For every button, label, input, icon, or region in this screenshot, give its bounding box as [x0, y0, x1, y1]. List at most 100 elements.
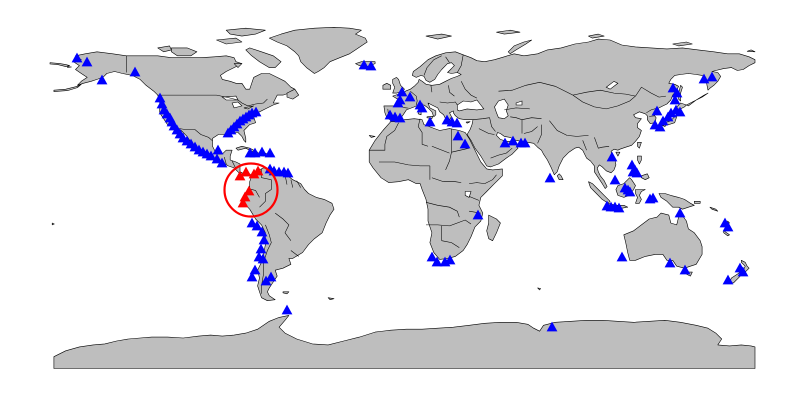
country-border-line — [510, 116, 523, 134]
country-border-line — [445, 56, 450, 63]
country-border-line — [498, 82, 574, 96]
highlighted-triangle-marker — [237, 197, 249, 208]
land-eurasia — [383, 38, 756, 189]
country-border-line — [460, 81, 478, 99]
station-triangle-marker — [281, 304, 293, 315]
land-wrangel — [746, 49, 756, 53]
country-border-line — [296, 180, 301, 188]
station-triangle-marker — [674, 207, 686, 218]
land-solomons — [709, 206, 719, 212]
land-victoria-island — [171, 47, 198, 57]
station-triangle-marker — [392, 97, 404, 108]
land-chukotka-east-sliver — [49, 62, 70, 67]
station-triangle-marker — [647, 192, 659, 203]
station-triangle-marker — [365, 60, 377, 71]
station-triangle-marker — [665, 107, 677, 118]
station-triangle-marker — [394, 112, 406, 123]
station-triangle-marker — [404, 91, 416, 102]
station-triangle-marker — [451, 117, 463, 128]
station-triangle-marker — [211, 153, 223, 164]
country-border-line — [523, 126, 538, 134]
country-border-line — [649, 115, 655, 117]
station-triangle-marker — [679, 264, 691, 275]
station-triangle-marker — [544, 172, 556, 183]
station-triangle-marker — [472, 209, 484, 220]
country-border-line — [549, 120, 589, 137]
station-triangle-marker — [737, 266, 749, 277]
country-border-line — [157, 94, 268, 107]
station-triangle-marker — [424, 116, 436, 127]
land-falklands — [282, 291, 290, 295]
country-border-line — [449, 219, 472, 227]
country-borders-layer — [126, 54, 666, 294]
land-cyprus — [465, 121, 471, 124]
country-border-line — [410, 90, 418, 106]
station-triangle-marker — [96, 74, 108, 85]
land-novaya-zemlya — [507, 39, 532, 55]
country-border-line — [537, 124, 542, 144]
station-triangle-marker — [444, 254, 456, 265]
land-kuriles — [686, 92, 709, 107]
country-border-line — [469, 182, 485, 184]
land-sumatra — [588, 181, 611, 204]
station-triangle-marker — [258, 234, 270, 245]
water-black-sea — [457, 99, 485, 112]
land-banks-island — [157, 45, 172, 53]
land-st-lawrence-island — [67, 66, 72, 68]
station-triangle-marker — [657, 115, 669, 126]
land-sri-lanka — [556, 173, 564, 180]
highlighted-triangle-marker — [252, 165, 264, 176]
land-southampton — [233, 63, 243, 68]
country-border-line — [635, 86, 666, 98]
country-border-line — [425, 202, 460, 218]
country-border-line — [423, 55, 442, 76]
station-triangle-marker — [669, 94, 681, 105]
country-border-line — [504, 107, 530, 111]
station-triangle-marker — [71, 52, 83, 63]
land-mindanao — [641, 173, 650, 180]
land-polygons-layer — [49, 27, 756, 369]
country-border-line — [472, 117, 490, 120]
land-new-guinea — [658, 193, 695, 210]
country-border-line — [290, 179, 294, 188]
country-border-line — [439, 101, 458, 106]
land-devon-island — [216, 37, 243, 45]
station-triangle-marker — [624, 186, 636, 197]
station-triangle-marker — [265, 271, 277, 282]
country-border-line — [594, 137, 610, 149]
highlighted-triangle-marker — [234, 170, 246, 181]
land-ellesmere — [225, 27, 266, 37]
country-border-line — [489, 117, 496, 132]
water-aral-sea — [515, 100, 523, 106]
water-lake-baikal — [605, 80, 619, 90]
station-triangle-marker — [81, 56, 93, 67]
land-severnaya-zemlya — [588, 33, 605, 39]
station-triangle-marker — [416, 102, 428, 113]
station-triangle-marker — [129, 66, 141, 77]
country-border-line — [259, 168, 272, 208]
station-triangle-marker — [722, 221, 734, 232]
land-kerguelen — [537, 287, 541, 291]
station-triangle-marker — [216, 157, 228, 168]
land-hainan — [615, 151, 621, 157]
land-newfoundland — [286, 88, 299, 100]
land-ireland — [382, 83, 391, 90]
station-triangle-marker — [256, 226, 268, 237]
station-triangle-marker — [426, 251, 438, 262]
station-triangle-marker — [674, 106, 686, 117]
land-north-america — [73, 51, 296, 177]
station-triangle-marker — [396, 86, 408, 97]
station-triangle-marker — [264, 147, 276, 158]
station-triangle-marker — [722, 274, 734, 285]
station-triangle-marker — [205, 150, 217, 161]
water-lake-huron-michigan — [231, 101, 243, 109]
station-triangle-marker — [250, 106, 262, 117]
country-border-line — [224, 157, 227, 165]
country-border-line — [478, 128, 495, 135]
station-triangle-marker — [507, 135, 519, 146]
station-triangle-marker — [260, 275, 272, 286]
country-border-line — [582, 140, 587, 151]
station-triangle-marker — [257, 253, 269, 264]
station-markers-layer — [71, 52, 749, 332]
